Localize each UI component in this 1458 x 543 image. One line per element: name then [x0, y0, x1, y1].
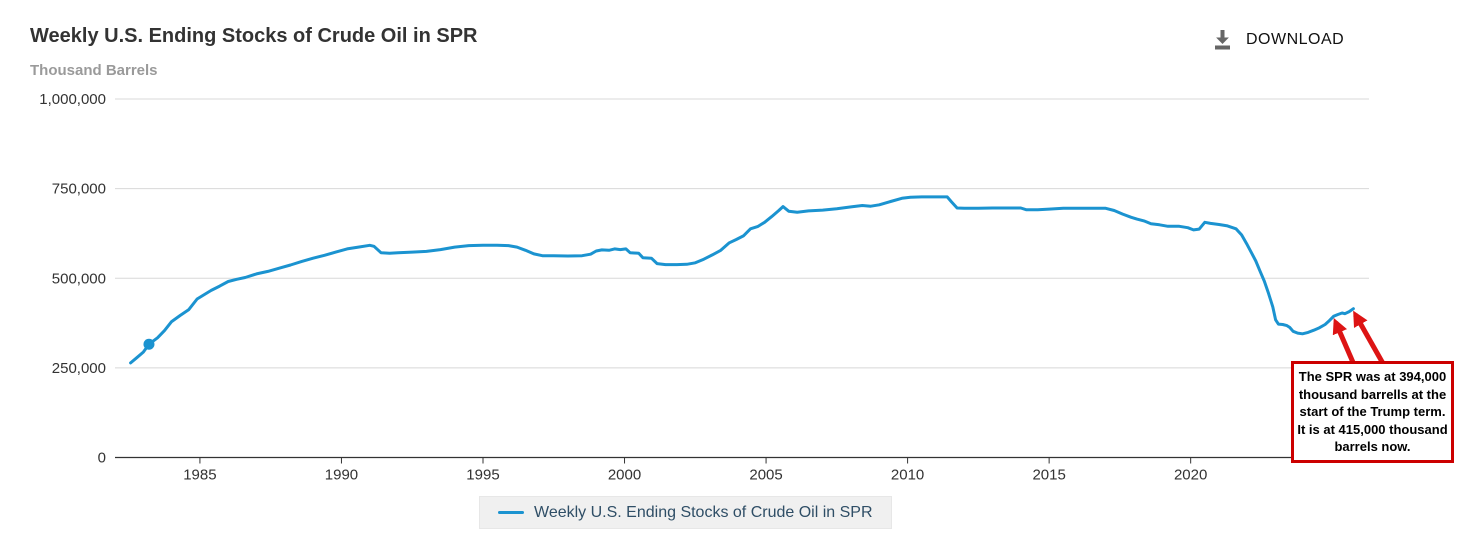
x-axis-label: 2005 [749, 467, 782, 484]
annotation-arrow [1353, 310, 1388, 369]
x-axis-label: 1985 [183, 467, 216, 484]
x-axis-label: 2010 [891, 467, 924, 484]
legend-line-swatch [498, 511, 524, 514]
y-axis-label: 500,000 [52, 270, 106, 287]
legend-label: Weekly U.S. Ending Stocks of Crude Oil i… [534, 503, 873, 521]
chart-subtitle: Thousand Barrels [30, 62, 158, 79]
data-point-marker[interactable] [143, 338, 155, 350]
spr-series-line[interactable] [129, 195, 1355, 365]
x-axis-label: 2020 [1174, 467, 1207, 484]
chart-title: Weekly U.S. Ending Stocks of Crude Oil i… [30, 25, 478, 47]
download-button[interactable]: DOWNLOAD [1211, 28, 1344, 51]
annotation-box: The SPR was at 394,000 thousand barrells… [1291, 361, 1454, 463]
y-axis-label: 0 [98, 450, 106, 467]
annotation-arrow [1332, 317, 1358, 368]
download-icon [1211, 28, 1234, 51]
y-axis-label: 1,000,000 [39, 91, 106, 108]
x-axis-label: 2000 [608, 467, 641, 484]
x-axis-label: 2015 [1032, 467, 1065, 484]
y-axis-label: 750,000 [52, 181, 106, 198]
download-label: DOWNLOAD [1246, 30, 1345, 48]
x-axis-label: 1995 [466, 467, 499, 484]
x-axis-label: 1990 [325, 467, 358, 484]
legend-item[interactable]: Weekly U.S. Ending Stocks of Crude Oil i… [479, 496, 892, 529]
y-axis-label: 250,000 [52, 360, 106, 377]
